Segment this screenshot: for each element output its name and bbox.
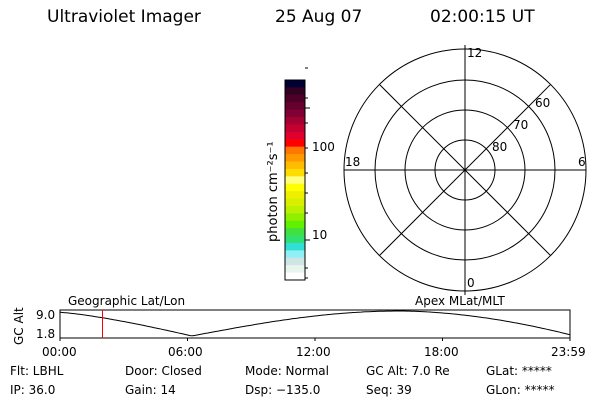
gc-alt-info: GC Alt: 7.0 Re (366, 364, 450, 378)
lat-label-60: 60 (535, 96, 551, 110)
colorbar-band (285, 124, 305, 133)
colorbar-band (285, 161, 305, 170)
colorbar-band (285, 154, 305, 162)
date-label: 25 Aug 07 (275, 7, 363, 27)
colorbar-band (285, 228, 305, 237)
colorbar-band (285, 168, 305, 177)
meridian-line (379, 84, 551, 256)
dsp-info: Dsp: −135.0 (245, 383, 321, 397)
filter-info: Flt: LBHL (10, 364, 64, 378)
colorbar-band (285, 102, 305, 111)
geographic-label: Geographic Lat/Lon (68, 294, 186, 308)
colorbar-tick-10: 10 (312, 228, 328, 242)
mode-info: Mode: Normal (245, 364, 329, 378)
mlt-label-6: 6 (578, 155, 586, 169)
gain-info: Gain: 14 (125, 383, 176, 397)
apex-label: Apex MLat/MLT (415, 294, 505, 308)
colorbar-band (285, 257, 305, 266)
colorbar-band (285, 213, 305, 222)
colorbar-band (285, 109, 305, 118)
colorbar-band (285, 198, 305, 207)
colorbar-band (285, 242, 305, 251)
x-tick: 23:59 (551, 345, 586, 359)
colorbar-band (285, 139, 305, 148)
x-tick: 12:00 (296, 345, 331, 359)
lat-label-80: 80 (492, 140, 508, 154)
colorbar-band (285, 235, 305, 244)
mlt-label-0: 0 (467, 276, 475, 290)
y-tick-max: 9.0 (36, 308, 56, 322)
colorbar-tick-100: 100 (312, 140, 335, 154)
colorbar-band (285, 87, 305, 96)
colorbar (284, 67, 310, 281)
mlt-label-18: 18 (345, 155, 361, 169)
altitude-curve (59, 310, 571, 337)
x-tick: 18:00 (424, 345, 459, 359)
door-info: Door: Closed (125, 364, 202, 378)
gc-alt-axis-label: GC Alt (12, 307, 26, 345)
y-tick-min: 1.8 (36, 327, 56, 341)
colorbar-band (285, 191, 305, 200)
instrument-title: Ultraviolet Imager (47, 7, 201, 27)
colorbar-band (285, 250, 305, 259)
glat-info: GLat: ***** (486, 364, 552, 378)
mlt-label-12: 12 (467, 46, 483, 60)
x-tick: 06:00 (168, 345, 203, 359)
colorbar-band (285, 183, 305, 192)
colorbar-frame (284, 79, 306, 281)
ip-info: IP: 36.0 (10, 383, 56, 397)
colorbar-band (285, 131, 305, 140)
colorbar-band (285, 205, 305, 214)
x-tick: 00:00 (42, 345, 77, 359)
colorbar-band (285, 265, 305, 274)
colorbar-band (285, 272, 305, 281)
colorbar-band (285, 117, 305, 125)
polar-grid (343, 45, 587, 295)
colorbar-band (285, 146, 305, 155)
colorbar-unit-label: photon cm⁻²s⁻¹ (266, 141, 281, 242)
lat-label-70: 70 (513, 118, 529, 132)
seq-info: Seq: 39 (366, 383, 412, 397)
colorbar-band (285, 80, 305, 88)
colorbar-band (285, 176, 305, 185)
colorbar-band (285, 220, 305, 229)
colorbar-band (285, 94, 305, 103)
glon-info: GLon: ***** (486, 383, 555, 397)
time-label: 02:00:15 UT (430, 7, 535, 27)
altitude-plot (59, 309, 571, 341)
